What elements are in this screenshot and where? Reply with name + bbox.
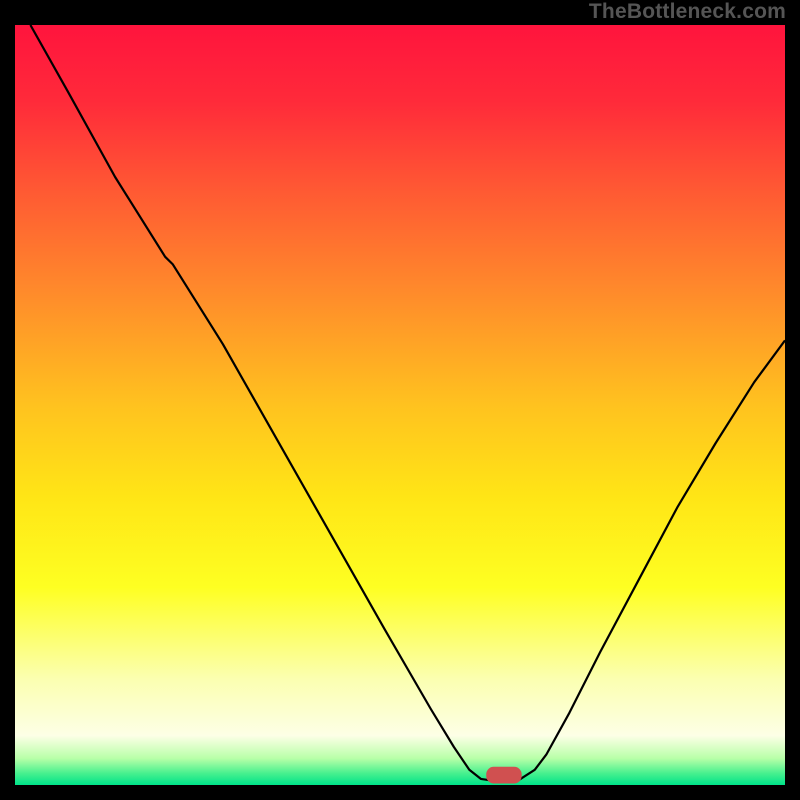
watermark-label: TheBottleneck.com	[589, 0, 786, 24]
optimum-marker	[486, 767, 521, 784]
chart-background	[15, 25, 785, 785]
chart-container: TheBottleneck.com	[0, 0, 800, 800]
plot-area	[15, 25, 785, 785]
chart-svg	[15, 25, 785, 785]
